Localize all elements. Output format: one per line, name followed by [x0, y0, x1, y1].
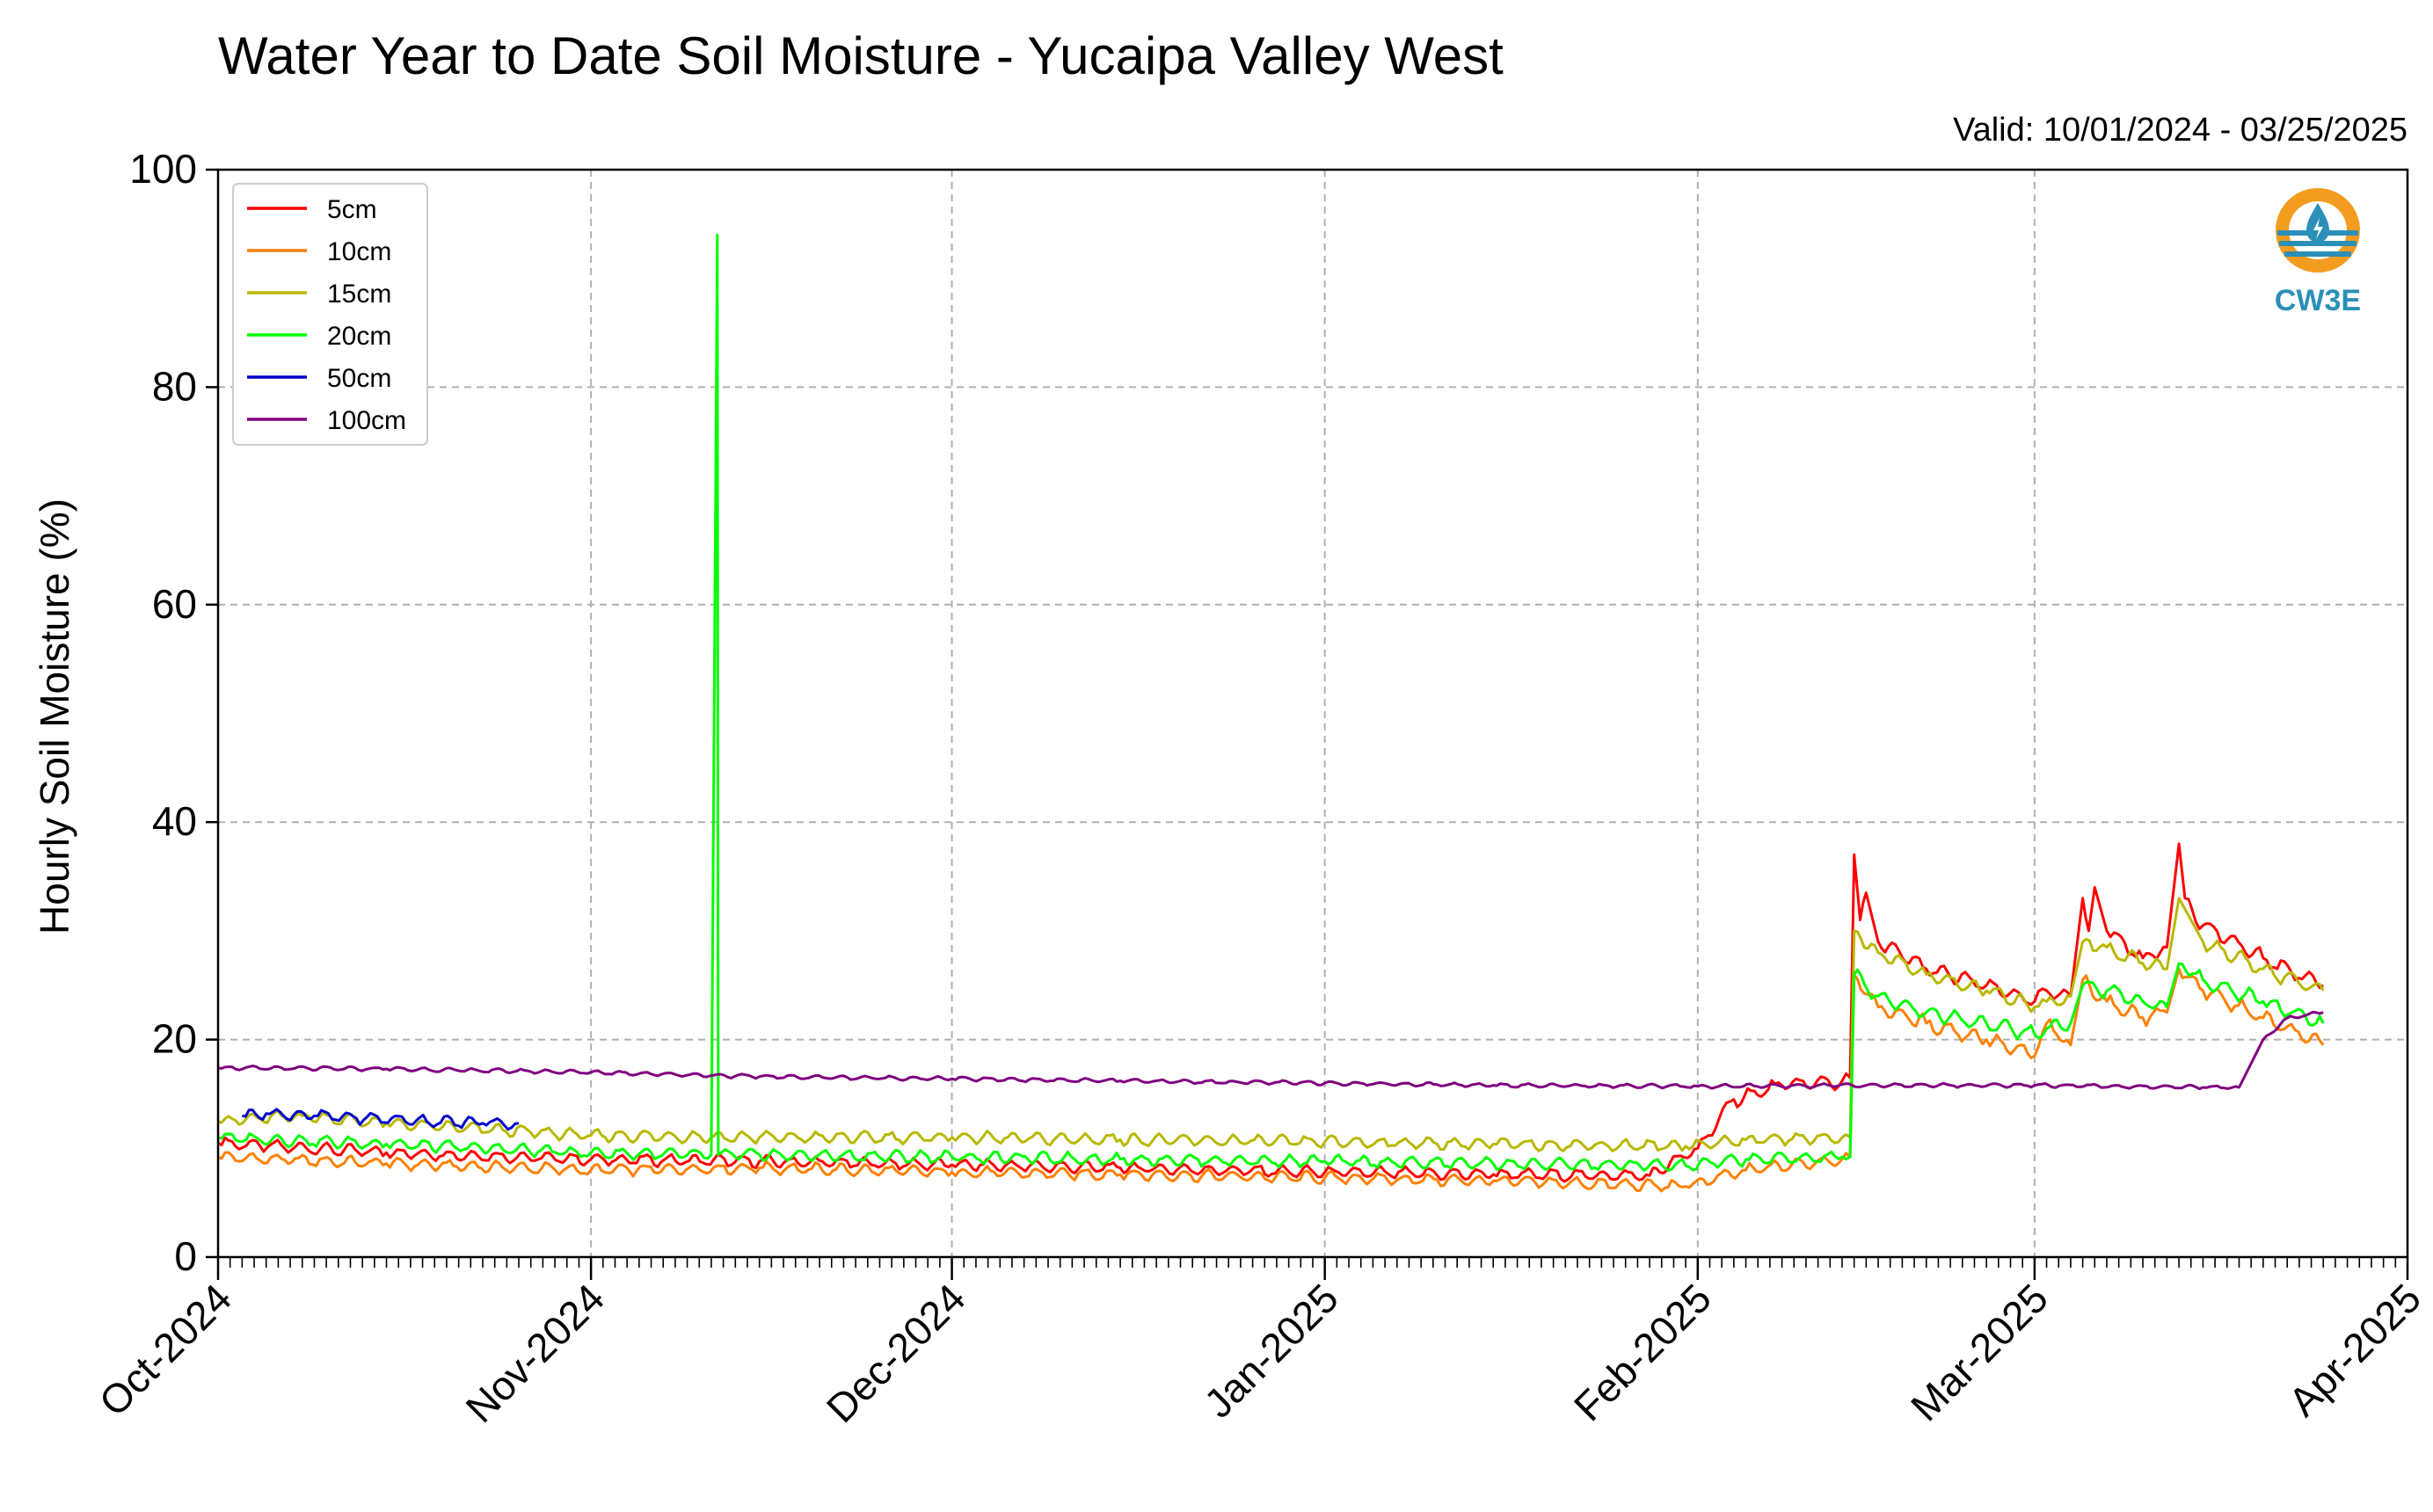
y-axis-ticks: 0 20 40 60 80 100 [129, 146, 218, 1279]
logo-wave-2 [2279, 241, 2357, 246]
grid-lines [218, 170, 2408, 1257]
y-tick-label-80: 80 [152, 363, 197, 409]
series-line-100cm [217, 1010, 2324, 1091]
legend-label-5cm: 5cm [327, 195, 377, 224]
y-axis-label: Hourly Soil Moisture (%) [32, 498, 77, 934]
y-tick-label-60: 60 [152, 581, 197, 627]
series-line-5cm [217, 842, 2325, 1183]
legend-label-50cm: 50cm [327, 364, 391, 393]
y-tick-label-20: 20 [152, 1016, 197, 1062]
legend-label-15cm: 15cm [327, 280, 391, 309]
legend: 5cm 10cm 15cm 20cm 50cm 100cm [232, 183, 428, 446]
logo-wave-3 [2284, 251, 2351, 257]
lightning-icon [2313, 218, 2323, 239]
legend-label-10cm: 10cm [327, 237, 391, 266]
chart-title: Water Year to Date Soil Moisture - Yucai… [218, 26, 1504, 85]
legend-label-100cm: 100cm [327, 406, 406, 435]
cw3e-logo: CW3E [2275, 188, 2361, 317]
series-lines [217, 233, 2325, 1193]
y-tick-label-0: 0 [174, 1233, 197, 1279]
legend-label-20cm: 20cm [327, 322, 391, 351]
series-line-15cm [217, 897, 2325, 1152]
series-line-50cm [242, 1108, 520, 1131]
y-tick-label-100: 100 [129, 146, 197, 192]
logo-text: CW3E [2275, 284, 2361, 317]
y-tick-label-40: 40 [152, 798, 197, 844]
chart-subtitle: Valid: 10/01/2024 - 03/25/2025 [1953, 112, 2408, 149]
series-line-10cm [217, 967, 2325, 1193]
series-line-20cm [217, 233, 2325, 1172]
